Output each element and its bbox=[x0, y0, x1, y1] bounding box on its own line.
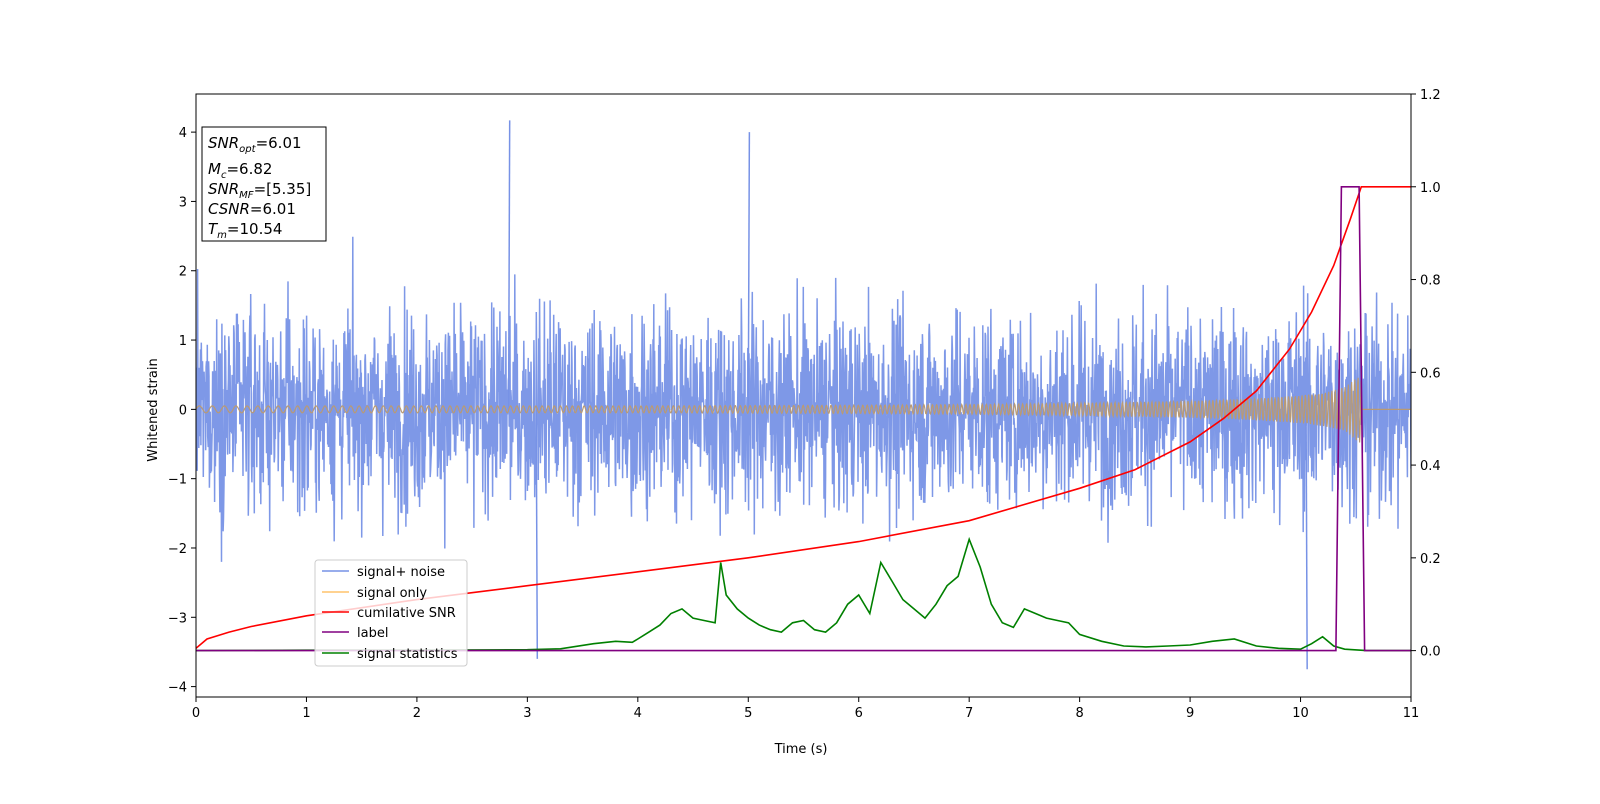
x-tick-label-2: 2 bbox=[413, 706, 421, 721]
y-tick-label-7: 3 bbox=[179, 195, 187, 210]
y2-tick-label-2: 0.4 bbox=[1420, 459, 1441, 474]
legend-label-signal-only: signal only bbox=[357, 586, 427, 601]
y2-tick-label-5: 1.0 bbox=[1420, 181, 1441, 196]
y-tick-label-8: 4 bbox=[179, 126, 187, 141]
y2-tick-label-4: 0.8 bbox=[1420, 274, 1441, 289]
x-tick-label-9: 9 bbox=[1186, 706, 1194, 721]
y-tick-label-3: −1 bbox=[168, 473, 187, 488]
series-signal-noise bbox=[196, 236, 1411, 562]
x-tick-label-4: 4 bbox=[634, 706, 642, 721]
plot-content bbox=[196, 120, 1411, 670]
series-signal-statistics bbox=[196, 536, 1411, 652]
x-tick-label-0: 0 bbox=[192, 706, 200, 721]
annotation-snr-opt: SNRopt=6.01 bbox=[208, 134, 302, 155]
y-tick-label-0: −4 bbox=[168, 681, 187, 696]
x-tick-label-3: 3 bbox=[523, 706, 531, 721]
series-label bbox=[196, 186, 1411, 652]
x-tick-label-7: 7 bbox=[965, 706, 973, 721]
y-tick-label-4: 0 bbox=[179, 403, 187, 418]
legend-label-cumulative-snr: cumilative SNR bbox=[357, 606, 456, 621]
x-tick-label-6: 6 bbox=[855, 706, 863, 721]
x-tick-label-8: 8 bbox=[1075, 706, 1083, 721]
annotation-csnr: CSNR=6.01 bbox=[208, 200, 296, 218]
y2-tick-label-0: 0.0 bbox=[1420, 645, 1441, 660]
series-cumulative-snr bbox=[196, 186, 1411, 649]
x-axis-label: Time (s) bbox=[774, 742, 828, 757]
x-tick-label-1: 1 bbox=[302, 706, 310, 721]
y-tick-label-5: 1 bbox=[179, 334, 187, 349]
plot-area bbox=[196, 120, 1411, 670]
signal-noise-peak-2 bbox=[1305, 409, 1308, 670]
annotation-box: SNRopt=6.01 Mc=6.82 SNRMF=[5.35] CSNR=6.… bbox=[201, 126, 327, 242]
y-tick-label-1: −3 bbox=[168, 611, 187, 626]
annotation-mc: Mc=6.82 bbox=[208, 160, 272, 181]
series-signal-only bbox=[196, 377, 1411, 443]
y2-tick-label-6: 1.2 bbox=[1420, 88, 1441, 103]
x-tick-label-5: 5 bbox=[744, 706, 752, 721]
annotation-snr-mf: SNRMF=[5.35] bbox=[208, 180, 311, 201]
axes: 0 1 2 3 4 5 6 7 8 9 10 11 −4 −3 −2 −1 0 1 2 3 4 0.0 0.2 0.4 0.6 0… bbox=[168, 88, 1441, 721]
legend-label-label: label bbox=[357, 626, 388, 641]
annotation-tm: Tm=10.54 bbox=[208, 220, 282, 241]
y2-tick-label-3: 0.6 bbox=[1420, 366, 1441, 381]
y2-tick-label-1: 0.2 bbox=[1420, 552, 1441, 567]
signal-noise-peak-0 bbox=[507, 120, 511, 410]
y-tick-label-6: 2 bbox=[179, 265, 187, 280]
legend-label-signal-statistics: signal statistics bbox=[357, 647, 458, 662]
y-axis-label: Whitened strain bbox=[146, 358, 161, 461]
y-tick-label-2: −2 bbox=[168, 542, 187, 557]
legend-label-signal-noise: signal+ noise bbox=[357, 565, 445, 580]
plot-frame bbox=[195, 93, 1412, 698]
legend: signal+ noise signal only cumilative SNR… bbox=[314, 559, 468, 667]
x-tick-label-11: 11 bbox=[1403, 706, 1420, 721]
x-tick-label-10: 10 bbox=[1292, 706, 1309, 721]
